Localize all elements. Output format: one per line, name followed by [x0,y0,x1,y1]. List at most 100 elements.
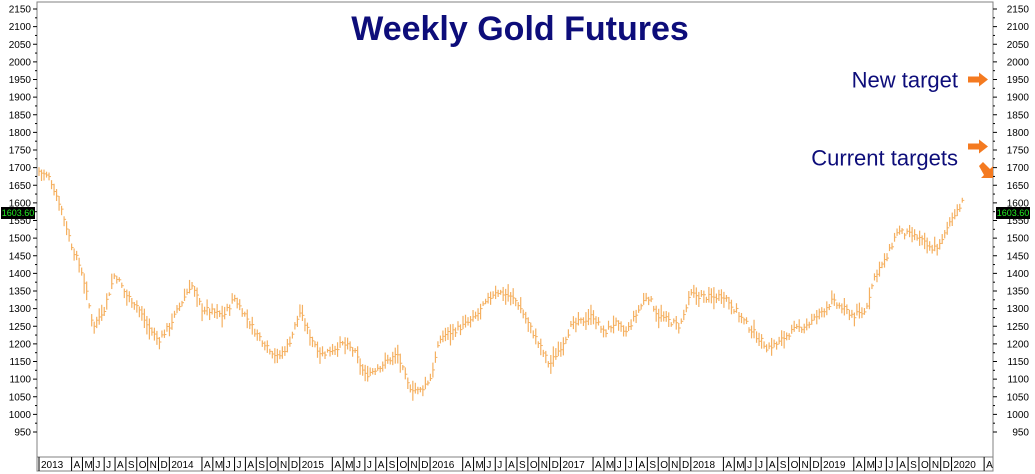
y-tick-label-left: 1900 [9,93,32,104]
y-tick-label-left: 1250 [9,322,32,333]
x-tick-label: A [508,460,515,471]
annotation-label: Current targets [811,145,958,170]
y-tick-label-right: 1050 [1007,392,1030,403]
x-tick-label: J [888,460,893,471]
x-tick-label: 2019 [823,460,846,471]
y-tick-label-right: 1900 [1007,93,1030,104]
y-tick-label-right: 1800 [1007,128,1030,139]
x-tick-label: J [497,460,502,471]
y-tick-label-right: 2000 [1007,57,1030,68]
x-tick-label: 2020 [954,460,977,471]
y-tick-label-left: 1200 [9,339,32,350]
x-tick-label: J [617,460,622,471]
x-axis-band [36,456,994,472]
y-tick-label-right: 1450 [1007,251,1030,262]
x-tick-label: A [334,460,341,471]
y-tick-label-left: 1100 [9,375,31,386]
y-tick-label-left: 1750 [9,146,32,157]
x-tick-label: 2014 [171,460,194,471]
x-tick-label: N [671,460,678,471]
x-tick-label: J [226,460,231,471]
x-tick-label: A [725,460,732,471]
y-tick-label-right: 1500 [1007,234,1030,245]
y-tick-label-right: 1750 [1007,146,1030,157]
y-tick-label-left: 1300 [9,304,32,315]
y-tick-label-right: 1650 [1007,181,1030,192]
y-tick-label-left: 1000 [9,410,32,421]
x-tick-label: S [519,460,526,471]
x-tick-label: D [421,460,428,471]
x-tick-label: M [345,460,353,471]
annotation-label: New target [852,68,958,93]
y-tick-label-right: 1100 [1007,375,1029,386]
y-tick-label-left: 1150 [9,357,31,368]
x-tick-label: O [791,460,799,471]
target-arrow-icon [968,72,988,87]
x-tick-label: S [389,460,396,471]
x-tick-label: M [606,460,614,471]
x-tick-label: M [84,460,92,471]
y-tick-label-right: 1700 [1007,163,1030,174]
x-tick-label: D [943,460,950,471]
y-tick-label-left: 1550 [9,216,32,227]
x-tick-label: S [128,460,135,471]
y-tick-label-left: 1950 [9,75,32,86]
y-tick-label-left: 2150 [9,5,32,16]
x-tick-label: S [910,460,917,471]
y-tick-label-right: 1200 [1007,339,1030,350]
x-tick-label: A [769,460,776,471]
x-tick-label: A [465,460,472,471]
y-tick-label-right: 1550 [1007,216,1030,227]
x-tick-label: M [736,460,744,471]
x-tick-label: O [400,460,408,471]
x-tick-label: J [237,460,242,471]
y-tick-label-left: 1800 [9,128,32,139]
svg-text:1603.60: 1603.60 [997,208,1030,218]
x-tick-label: O [660,460,668,471]
x-tick-label: A [378,460,385,471]
x-tick-label: D [552,460,559,471]
x-tick-label: J [367,460,372,471]
x-tick-label: J [356,460,361,471]
y-tick-label-right: 1850 [1007,110,1030,121]
y-tick-label-right: 1300 [1007,304,1030,315]
x-tick-label: N [410,460,417,471]
y-axis-right: 950 1000 1050 1100 1150 1200 1250 1300 1350 1400 1… [993,5,1029,439]
x-tick-label: D [682,460,689,471]
x-tick-label: 2015 [302,460,325,471]
y-tick-label-left: 1600 [9,198,32,209]
x-tick-label: J [628,460,633,471]
target-arrow-icon [968,139,988,154]
y-tick-label-left: 1400 [9,269,32,280]
current-price-box-left: 1603.60 [1,207,35,219]
x-tick-label: O [269,460,277,471]
x-tick-label: N [280,460,287,471]
y-tick-label-left: 1350 [9,287,32,298]
x-tick-label: S [649,460,656,471]
x-tick-label: A [899,460,906,471]
x-tick-label: S [780,460,787,471]
target-arrow-icon [979,161,993,178]
x-tick-label: J [747,460,752,471]
x-tick-label: J [878,460,883,471]
y-tick-label-left: 950 [14,428,31,439]
x-tick-label: 2018 [693,460,716,471]
x-tick-label: O [921,460,929,471]
chart-title: Weekly Gold Futures [351,10,689,48]
y-tick-label-left: 2100 [9,22,32,33]
current-price-box-right: 1603.60 [996,207,1030,219]
x-tick-label: O [139,460,147,471]
x-tick-label: D [161,460,168,471]
price-bars [38,167,965,401]
x-tick-label: 2013 [41,460,64,471]
x-tick-label: A [117,460,124,471]
x-tick-label: J [486,460,491,471]
y-tick-label-right: 1000 [1007,410,1030,421]
y-tick-label-left: 2050 [9,40,32,51]
x-tick-label: A [204,460,211,471]
x-tick-label: A [74,460,81,471]
x-tick-label: N [150,460,157,471]
target-annotations: New target Current targets [811,68,993,178]
y-tick-label-left: 1450 [9,251,32,262]
